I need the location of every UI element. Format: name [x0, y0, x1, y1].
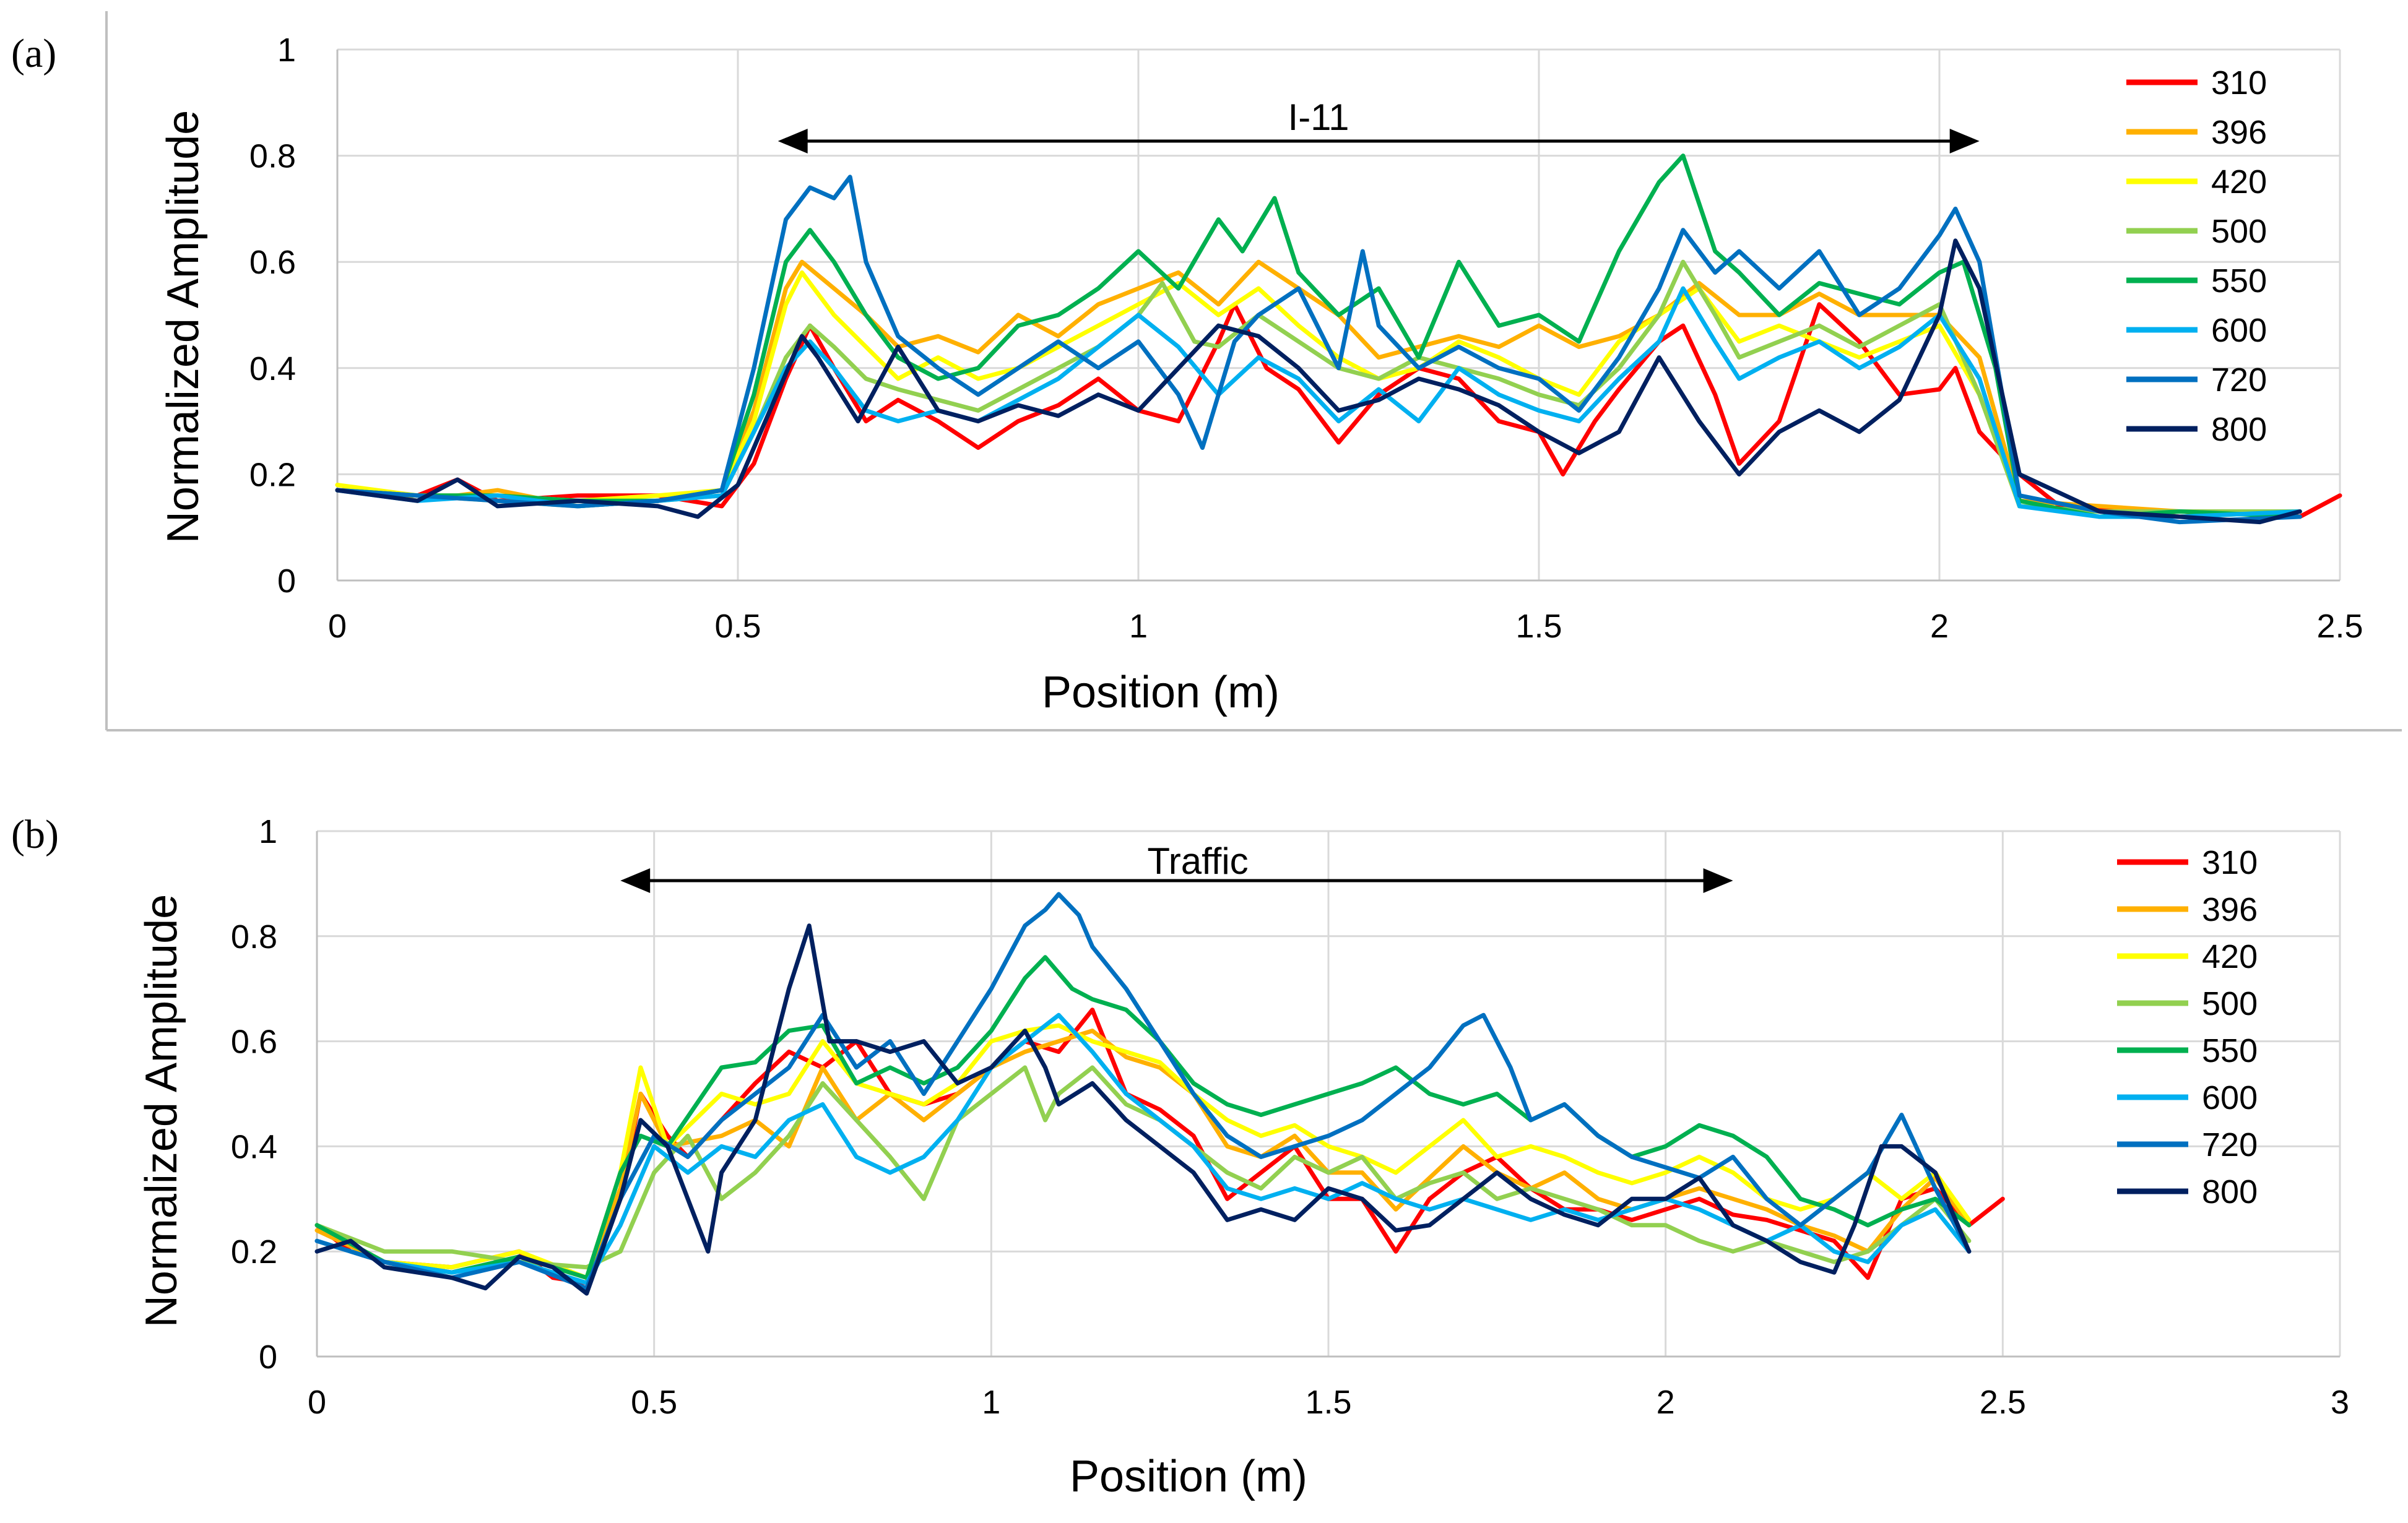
x-tick-label: 2	[1930, 608, 1949, 645]
x-tick-label: 3	[2331, 1384, 2349, 1421]
x-tick-label: 2.5	[1980, 1384, 2026, 1421]
panel-a-xlabel: Position (m)	[1042, 668, 1280, 717]
x-tick-label: 0	[308, 1384, 326, 1421]
legend-label-420: 420	[2202, 938, 2258, 975]
annotation-arrowhead-right	[1703, 868, 1733, 893]
legend-label-500: 500	[2202, 985, 2258, 1022]
legend-label-396: 396	[2211, 114, 2267, 151]
y-tick-label: 0.4	[231, 1128, 277, 1165]
annotation-arrowhead-left	[620, 868, 651, 893]
legend-label-550: 550	[2202, 1032, 2258, 1069]
x-tick-label: 1	[982, 1384, 1000, 1421]
panel-b-annotation: Traffic	[1147, 840, 1248, 882]
x-tick-label: 0.5	[714, 608, 761, 645]
y-tick-label: 0.4	[249, 350, 296, 387]
series-line-420	[335, 270, 2302, 519]
series-line-720	[314, 892, 1972, 1291]
y-tick-label: 0.2	[231, 1233, 277, 1271]
x-tick-label: 2.5	[2316, 608, 2363, 645]
x-tick-label: 0	[328, 608, 347, 645]
panel-b-plot: 0 0.5 1 1.5 2 2.5 3 0 0.2 0.4 0.6 0.8 1 310 396 420 500 5…	[231, 813, 2349, 1421]
x-tick-label: 1.5	[1305, 1384, 1351, 1421]
series-line-396	[314, 1029, 1972, 1280]
series-line-800	[335, 238, 2302, 525]
y-tick-label: 0.2	[249, 456, 296, 493]
annotation-arrowhead-left	[777, 129, 808, 153]
legend-label-600: 600	[2211, 312, 2267, 349]
y-tick-label: 1	[259, 813, 277, 850]
x-tick-label: 1.5	[1515, 608, 1562, 645]
y-tick-label: 0.8	[231, 918, 277, 956]
annotation-arrowhead-right	[1949, 129, 1980, 153]
panel-b-ylabel: Normalized Amplitude	[137, 894, 186, 1327]
y-tick-label: 0.6	[231, 1024, 277, 1061]
legend-label-396: 396	[2202, 891, 2258, 928]
series-line-420	[314, 1023, 1972, 1280]
panel-a-plot: 0 0.5 1 1.5 2 2.5 0 0.2 0.4 0.6 0.8 1 310 396 420 500 55…	[249, 32, 2363, 645]
panel-b-label: (b)	[11, 812, 59, 857]
series-line-600	[314, 1012, 1972, 1285]
y-tick-label: 0	[259, 1339, 277, 1376]
legend-label-800: 800	[2202, 1173, 2258, 1210]
x-tick-label: 1	[1129, 608, 1148, 645]
panel-a-annotation: I-11	[1288, 97, 1349, 138]
legend-label-720: 720	[2211, 361, 2267, 399]
legend-label-800: 800	[2211, 411, 2267, 448]
series-line-720	[335, 175, 2302, 525]
legend-label-550: 550	[2211, 262, 2267, 300]
x-tick-label: 0.5	[631, 1384, 677, 1421]
legend-label-310: 310	[2211, 64, 2267, 101]
series-line-550	[314, 955, 1972, 1280]
y-tick-label: 0.6	[249, 244, 296, 281]
legend-label-600: 600	[2202, 1079, 2258, 1116]
panel-b-xlabel: Position (m)	[1070, 1452, 1307, 1501]
panel-a-label: (a)	[11, 31, 56, 76]
y-tick-label: 1	[277, 32, 296, 69]
panel-a-ylabel: Normalized Amplitude	[158, 110, 208, 543]
legend-label-720: 720	[2202, 1126, 2258, 1163]
y-tick-label: 0	[277, 563, 296, 600]
y-tick-label: 0.8	[249, 138, 296, 175]
x-tick-label: 2	[1657, 1384, 1675, 1421]
series-line-800	[314, 923, 1972, 1296]
legend-label-500: 500	[2211, 213, 2267, 250]
series-line-550	[335, 153, 2302, 519]
legend-label-310: 310	[2202, 844, 2258, 881]
series-line-310	[335, 302, 2342, 519]
legend-label-420: 420	[2211, 163, 2267, 201]
series-line-500	[335, 259, 2302, 514]
